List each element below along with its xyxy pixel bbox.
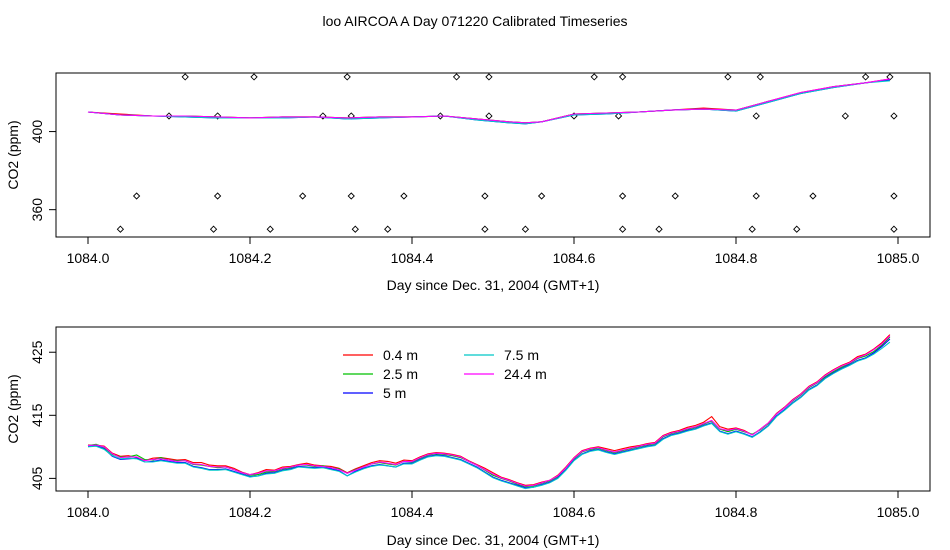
x-tick-label: 1085.0: [877, 504, 920, 520]
flag-point: [351, 225, 359, 233]
flag-point: [521, 225, 530, 233]
series-line-24-4-m: [87, 78, 890, 124]
flag-point: [537, 192, 546, 200]
flag-point: [481, 192, 489, 200]
x-tick-label: 1084.0: [67, 250, 110, 266]
flag-point: [752, 192, 760, 200]
flag-point: [384, 225, 392, 233]
legend-label: 0.4 m: [383, 347, 418, 363]
figure-title: loo AIRCOA A Day 071220 Calibrated Times…: [322, 13, 627, 29]
flag-point: [250, 73, 258, 81]
flag-point: [452, 73, 461, 81]
flag-point: [756, 73, 764, 81]
top-plot-frame: [55, 72, 931, 238]
series-line-7-5-m: [87, 341, 891, 490]
flag-point: [343, 73, 351, 81]
legend-label: 5 m: [383, 385, 406, 401]
bottom-panel: 1084.0 1084.2 1084.4 1084.6 1084.8 1085.0 405 4…: [5, 326, 931, 548]
y-tick-label: 405: [29, 466, 45, 490]
flag-point: [890, 192, 898, 200]
y-tick-label: 400: [29, 120, 45, 144]
x-tick-label: 1084.4: [391, 504, 434, 520]
x-tick-label: 1084.8: [715, 250, 758, 266]
x-tick-label: 1084.4: [391, 250, 434, 266]
flag-point: [481, 225, 489, 233]
flag-point: [618, 225, 627, 233]
legend-label: 7.5 m: [504, 347, 539, 363]
x-tick-label: 1084.2: [229, 250, 272, 266]
top-series-lines: [87, 78, 890, 125]
flag-point: [618, 192, 627, 200]
series-line-5-m: [87, 338, 891, 489]
flag-point: [655, 225, 663, 233]
bottom-series-lines: [87, 334, 891, 490]
legend-label: 2.5 m: [383, 366, 418, 382]
bottom-plot-frame: [55, 326, 931, 492]
flag-point: [132, 192, 141, 200]
flag-point: [590, 73, 598, 81]
flag-point: [347, 192, 355, 200]
flag-point: [436, 112, 444, 120]
y-tick-label: 425: [29, 340, 45, 364]
flag-point: [299, 192, 307, 200]
series-line-0-4-m: [88, 334, 891, 486]
bottom-axis-ticks: 1084.0 1084.2 1084.4 1084.6 1084.8 1085.0 405 4…: [29, 340, 920, 520]
series-line-7-5-m: [87, 80, 890, 125]
flag-point: [485, 73, 493, 81]
flag-point: [752, 112, 760, 120]
top-axis-ticks: 1084.0 1084.2 1084.4 1084.6 1084.8 1085.0 360 4…: [29, 120, 920, 266]
flag-point: [671, 192, 679, 200]
top-y-axis-label: CO2 (ppm): [5, 120, 21, 189]
x-tick-label: 1084.2: [229, 504, 272, 520]
x-tick-label: 1085.0: [877, 250, 920, 266]
top-x-axis-label: Day since Dec. 31, 2004 (GMT+1): [387, 277, 600, 293]
y-tick-label: 360: [29, 198, 45, 222]
x-tick-label: 1084.0: [67, 504, 110, 520]
x-tick-label: 1084.6: [553, 504, 596, 520]
flag-point: [890, 112, 898, 120]
legend: 0.4 m 2.5 m 5 m 7.5 m 24.4 m: [343, 347, 547, 401]
flag-point: [724, 73, 732, 81]
flag-point: [793, 225, 801, 233]
flag-point: [213, 112, 222, 120]
bottom-x-axis-label: Day since Dec. 31, 2004 (GMT+1): [387, 532, 600, 548]
flag-point: [748, 225, 756, 233]
flag-point: [116, 225, 125, 233]
top-panel: 1084.0 1084.2 1084.4 1084.6 1084.8 1085.0 360 4…: [5, 72, 931, 293]
flag-point: [266, 225, 274, 233]
bottom-y-axis-label: CO2 (ppm): [5, 374, 21, 443]
flag-point: [213, 192, 222, 200]
flag-point: [485, 112, 493, 120]
x-tick-label: 1084.8: [715, 504, 758, 520]
flag-point: [861, 73, 870, 81]
flag-point: [841, 112, 849, 120]
flag-point: [614, 112, 623, 120]
flag-point: [181, 73, 189, 81]
flag-point: [319, 112, 327, 120]
flag-point: [890, 225, 898, 233]
legend-label: 24.4 m: [504, 366, 547, 382]
flag-point: [809, 192, 817, 200]
flag-point: [209, 225, 218, 233]
flag-point: [165, 112, 173, 120]
flag-point: [400, 192, 408, 200]
flag-point: [618, 73, 627, 81]
series-line-24-4-m: [87, 335, 891, 487]
x-tick-label: 1084.6: [553, 250, 596, 266]
y-tick-label: 415: [29, 403, 45, 427]
